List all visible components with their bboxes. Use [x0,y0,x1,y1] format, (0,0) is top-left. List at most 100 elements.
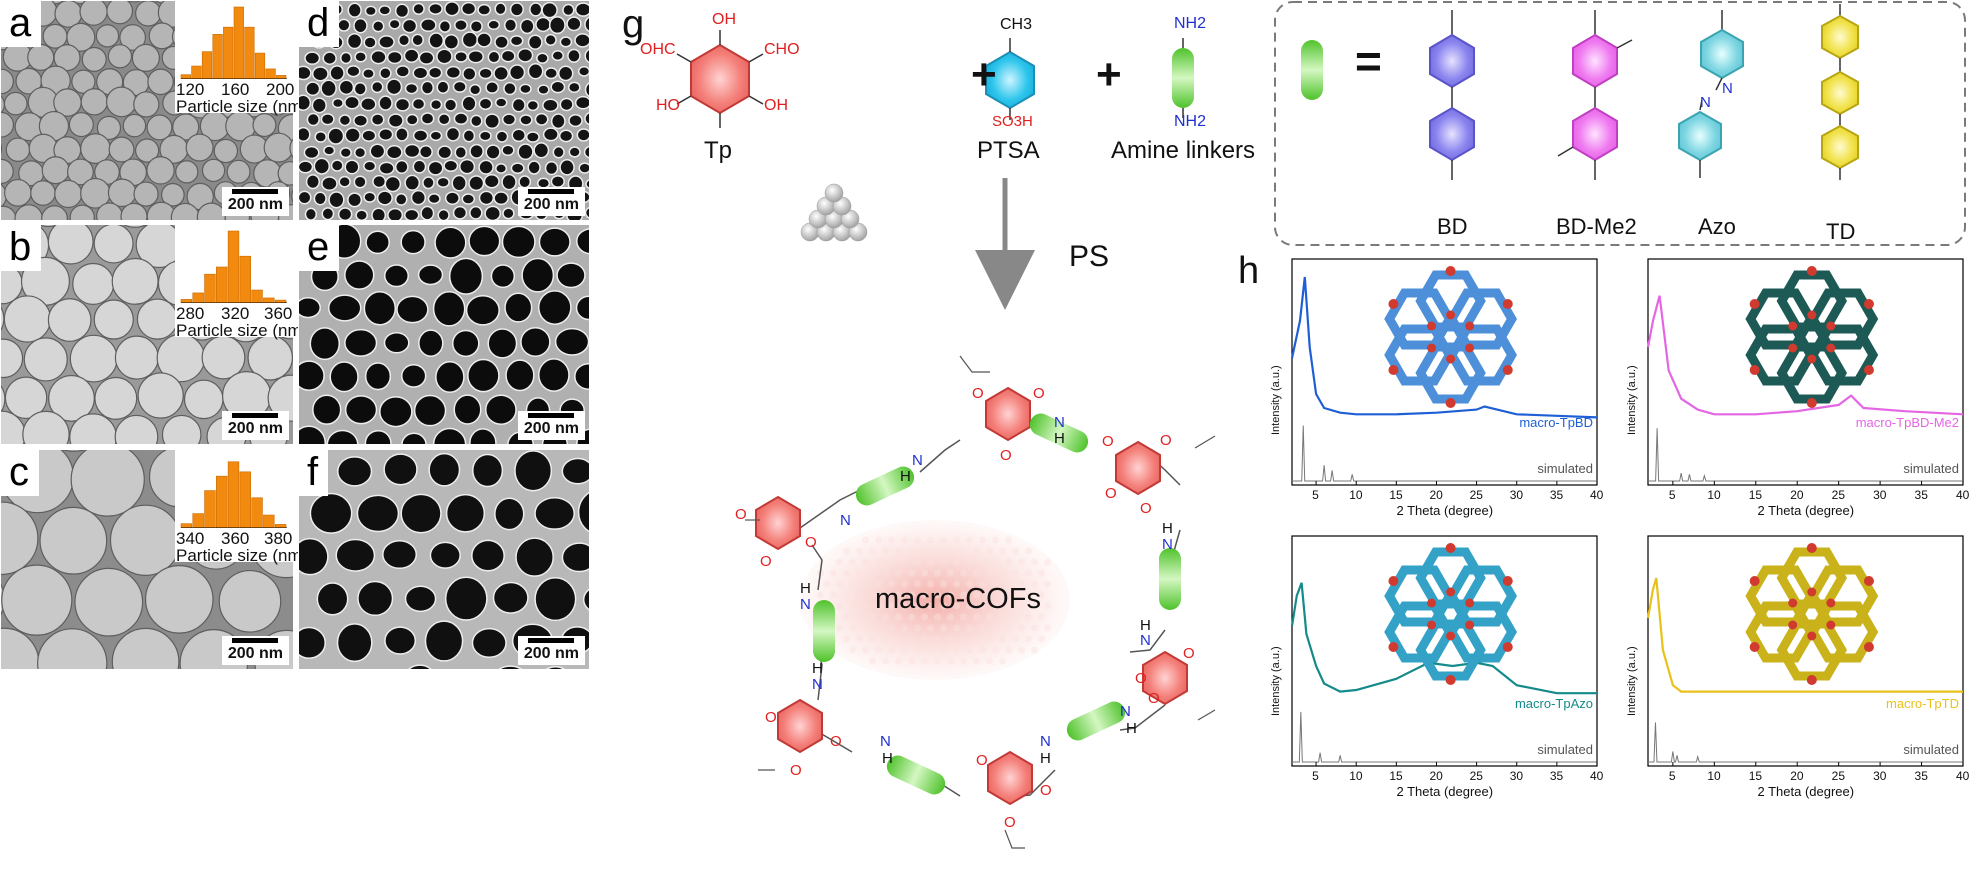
pore [462,66,477,81]
pore [364,5,377,17]
xrd-simulated-label: simulated [1537,461,1593,476]
pore [378,161,395,175]
pore [321,207,335,220]
particle [289,138,293,159]
pore [548,16,566,35]
pore [339,51,353,65]
xrd-tick-label: 5 [1312,488,1319,502]
pore [494,2,507,16]
particle [123,225,147,228]
sem-panel-d: d 200 nm [298,0,590,221]
xrd-tick-label: 5 [1312,769,1319,783]
pore [394,97,411,112]
histogram-b [175,225,293,337]
pore [515,537,554,577]
pore [323,145,336,156]
pore [445,493,486,533]
pore [537,358,570,392]
pore [305,174,320,190]
pore [388,18,401,30]
pore [378,95,393,111]
pore [485,144,501,160]
panel-label: d [299,1,340,47]
pore [370,113,385,126]
pore [378,127,394,141]
particle [1,111,15,138]
particle [71,69,96,94]
plus-sign: + [971,50,997,99]
pore [467,49,484,64]
pore [478,130,492,142]
atom-label: O [830,733,842,750]
pore [407,664,432,669]
particle [128,1,141,3]
xrd-tick-label: 15 [1748,488,1763,502]
pore [533,142,550,159]
particle [1,143,3,154]
panel-label-g: g [622,2,645,46]
atom-label: N [1120,703,1131,720]
atom-label: O [1160,432,1172,449]
atom-label: O [765,709,777,726]
pore [397,34,411,47]
particle [1,564,73,636]
particle [131,43,160,72]
xrd-tick-label: 25 [1831,769,1846,783]
xrd-tick-label: 35 [1549,488,1564,502]
atom-label: H [900,468,911,485]
pore [299,160,314,174]
cof-tp-ring [777,698,823,754]
xrd-simulated-line [1648,722,1963,763]
xrd-frame [1647,535,1964,767]
pore [420,205,435,220]
pore [370,49,387,65]
pore [577,491,589,533]
pore [519,18,535,35]
pore [429,98,443,111]
particle [66,22,96,52]
particle [226,159,251,184]
atom-label: SO3H [992,113,1033,130]
cof-linker [1159,548,1181,610]
atom-label: O [1004,814,1016,831]
pore [357,580,394,617]
atom-label: N [880,733,891,750]
xrd-tick-label: 35 [1914,769,1928,783]
pore [574,33,589,48]
pore [353,81,367,96]
pore [561,542,589,573]
pore [575,295,589,321]
amine-linkers-label: Amine linkers [1111,137,1256,164]
pore [354,51,367,63]
pore [484,113,501,130]
cof-structure-icon [1384,543,1517,685]
pore [445,65,462,80]
pore [356,494,400,533]
scale-bar: 200 nm [517,411,585,440]
pore [444,191,460,206]
hist-tick: 120 [176,80,205,99]
particle [213,138,239,164]
xrd-simulated-line [1292,425,1597,482]
pore [448,257,484,295]
xrd-tick-label: 40 [1590,769,1604,783]
pore [527,63,544,80]
pore [504,292,533,323]
atom-label: N [812,676,823,693]
pore [363,291,397,326]
pore [336,623,373,663]
pore [483,173,500,189]
pore [550,80,566,94]
pore [498,665,523,669]
xrd-tick-label: 25 [1469,488,1483,502]
particle [81,46,107,72]
pore [471,627,507,658]
pore [305,81,321,97]
atom-label: O [1140,500,1152,517]
pore [584,206,589,219]
pore [476,32,492,48]
pore [417,264,444,286]
pore [419,18,437,33]
scale-bar: 200 nm [517,636,585,665]
pore [412,66,429,80]
